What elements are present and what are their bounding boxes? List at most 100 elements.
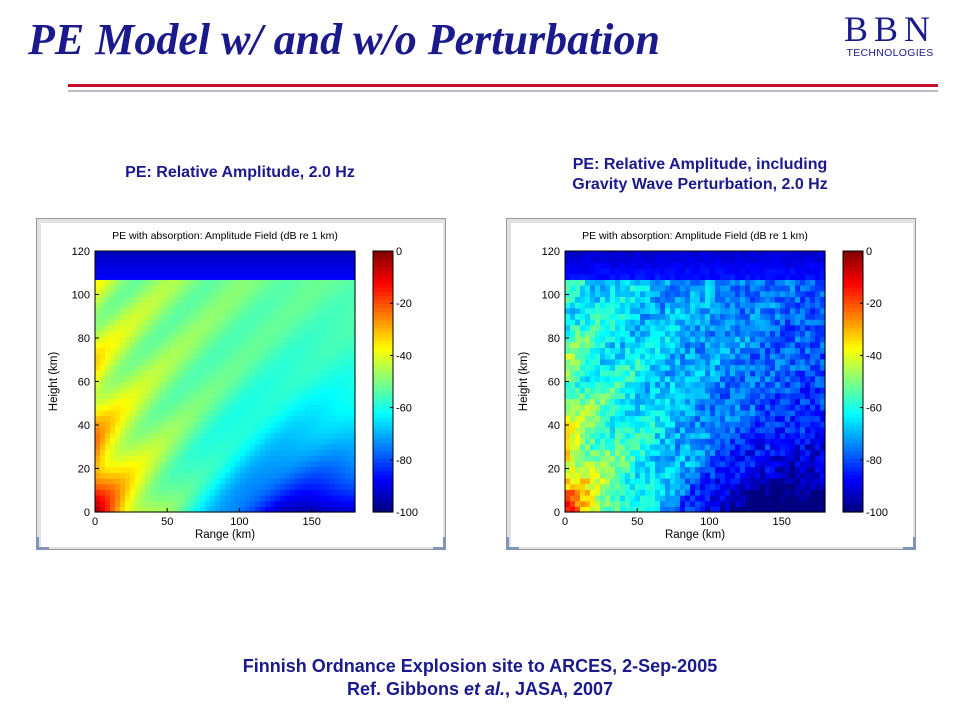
heatmap-cell [170, 483, 176, 490]
heatmap-cell [815, 290, 821, 297]
heatmap-cell [735, 500, 741, 507]
heatmap-cell [160, 415, 166, 422]
heatmap-cell [675, 336, 681, 343]
heatmap-cell [635, 353, 641, 360]
colorbar-segment [843, 369, 863, 374]
heatmap-cell [320, 302, 326, 309]
heatmap-cell [250, 483, 256, 490]
heatmap-cell [205, 438, 211, 445]
heatmap-cell [215, 319, 221, 326]
heatmap-cell [635, 256, 641, 263]
heatmap-cell [185, 415, 191, 422]
heatmap-cell [335, 398, 341, 405]
heatmap-cell [710, 330, 716, 337]
heatmap-cell [220, 387, 226, 394]
heatmap-cell [680, 279, 686, 286]
heatmap-cell [125, 460, 131, 468]
heatmap-cell [820, 330, 826, 337]
heatmap-cell [95, 347, 101, 354]
heatmap-cell [235, 319, 241, 326]
heatmap-cell [210, 381, 216, 388]
heatmap-cell [280, 472, 286, 479]
heatmap-cell [190, 449, 196, 456]
heatmap-cell [215, 296, 221, 303]
heatmap-cell [130, 375, 136, 383]
heatmap-cell [640, 404, 646, 411]
heatmap-cell [605, 483, 611, 490]
heatmap-cell [315, 353, 321, 360]
heatmap-cell [295, 494, 301, 502]
heatmap-cell [775, 494, 781, 502]
heatmap-cell [125, 494, 131, 502]
heatmap-cell [600, 438, 606, 445]
heatmap-cell [605, 489, 611, 496]
heatmap-cell [675, 358, 681, 366]
heatmap-cell [160, 347, 166, 354]
heatmap-cell [780, 443, 786, 451]
heatmap-cell [645, 302, 651, 309]
heatmap-cell [690, 392, 696, 400]
heatmap-cell [790, 460, 796, 468]
heatmap-cell [275, 330, 281, 337]
heatmap-cell [665, 443, 671, 451]
heatmap-cell [625, 290, 631, 297]
heatmap-cell [800, 324, 806, 332]
heatmap-cell [255, 500, 261, 507]
heatmap-cell [270, 262, 276, 269]
heatmap-cell [340, 421, 346, 428]
heatmap-cell [730, 319, 736, 326]
heatmap-cell [340, 324, 346, 332]
heatmap-cell [190, 313, 196, 320]
heatmap-cell [290, 387, 296, 394]
heatmap-cell [190, 262, 196, 269]
heatmap-cell [295, 375, 301, 383]
heatmap-cell [580, 426, 586, 434]
heatmap-cell [205, 279, 211, 286]
heatmap-cell [295, 398, 301, 405]
heatmap-cell [755, 296, 761, 303]
heatmap-cell [685, 313, 691, 320]
heatmap-cell [780, 415, 786, 422]
heatmap-cell [745, 432, 751, 439]
heatmap-cell [310, 285, 316, 292]
heatmap-cell [240, 392, 246, 400]
heatmap-cell [135, 296, 141, 303]
heatmap-cell [265, 347, 271, 354]
heatmap-cell [245, 398, 251, 405]
heatmap-cell [195, 483, 201, 490]
heatmap-cell [740, 290, 746, 297]
heatmap-cell [100, 506, 106, 513]
heatmap-cell [280, 319, 286, 326]
heatmap-cell [600, 302, 606, 309]
heatmap-cell [280, 404, 286, 411]
heatmap-cell [290, 392, 296, 400]
heatmap-cell [290, 381, 296, 388]
heatmap-cell [310, 336, 316, 343]
heatmap-cell [330, 483, 336, 490]
heatmap-cell [775, 256, 781, 263]
heatmap-cell [115, 415, 121, 422]
heatmap-cell [700, 483, 706, 490]
heatmap-cell [800, 500, 806, 507]
heatmap-cell [635, 307, 641, 315]
heatmap-cell [335, 472, 341, 479]
heatmap-cell [740, 375, 746, 383]
heatmap-cell [265, 466, 271, 473]
heatmap-cell [620, 296, 626, 303]
heatmap-cell [575, 398, 581, 405]
heatmap-cell [145, 307, 151, 315]
heatmap-cell [755, 347, 761, 354]
heatmap-cell [695, 466, 701, 473]
heatmap-cell [630, 256, 636, 263]
colorbar-segment [843, 483, 863, 489]
heatmap-cell [100, 302, 106, 309]
heatmap-cell [720, 273, 726, 280]
heatmap-cell [190, 404, 196, 411]
heatmap-cell [685, 494, 691, 502]
heatmap-cell [820, 256, 826, 263]
heatmap-cell [715, 392, 721, 400]
heatmap-cell [755, 489, 761, 496]
heatmap-cell [200, 432, 206, 439]
heatmap-cell [805, 375, 811, 383]
heatmap-cell [200, 358, 206, 366]
